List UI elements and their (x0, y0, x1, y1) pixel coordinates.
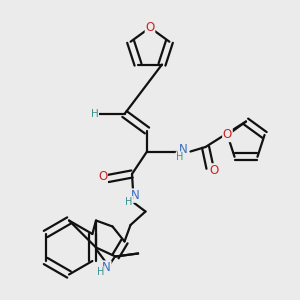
Text: H: H (176, 152, 184, 162)
Text: N: N (102, 261, 111, 274)
Text: H: H (125, 196, 133, 207)
Text: H: H (91, 109, 98, 119)
Text: O: O (146, 21, 154, 34)
Text: O: O (223, 128, 232, 142)
Text: H: H (97, 267, 104, 277)
Text: N: N (130, 189, 140, 202)
Text: N: N (178, 142, 188, 156)
Text: O: O (209, 164, 218, 177)
Text: O: O (98, 170, 107, 184)
